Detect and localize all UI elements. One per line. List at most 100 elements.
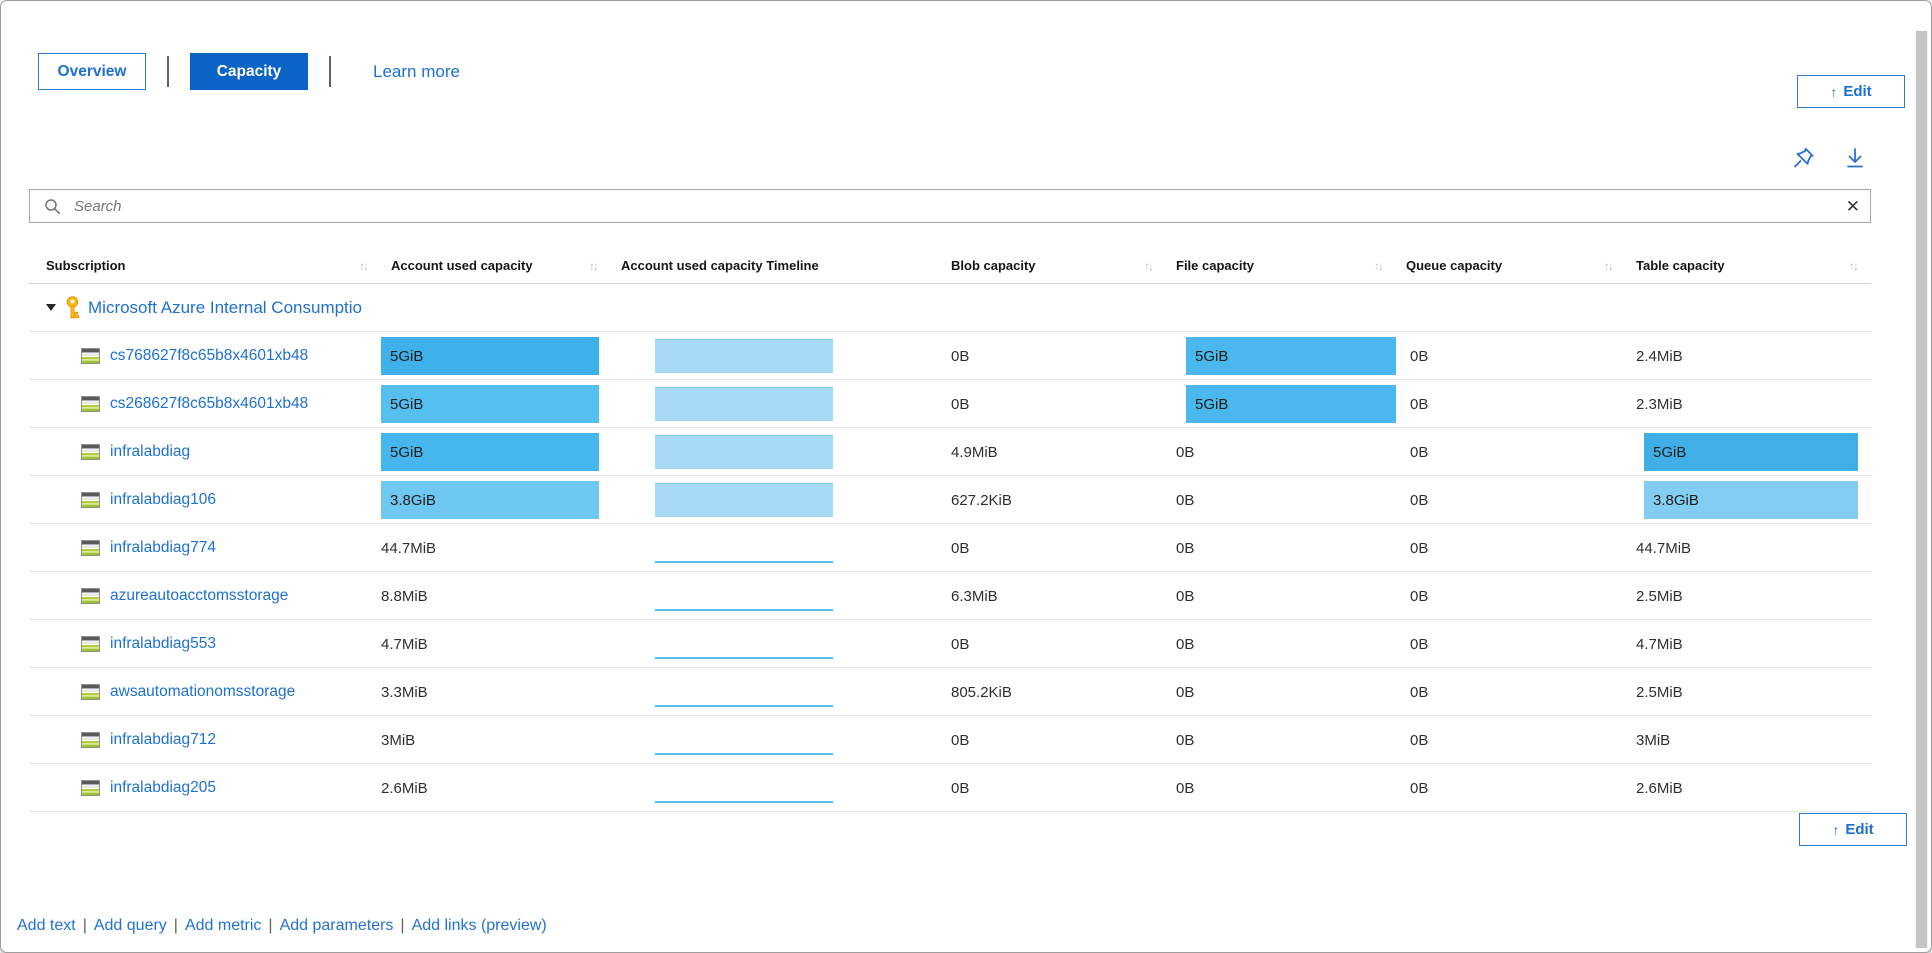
timeline-area-sparkline [655, 387, 833, 421]
scrollbar-thumb[interactable] [1916, 31, 1927, 948]
footer-link-add-parameters[interactable]: Add parameters [279, 917, 394, 934]
blob-value: 627.2KiB [951, 491, 1012, 509]
sort-icon[interactable]: ↑↓ [1849, 258, 1859, 273]
vertical-scrollbar[interactable] [1915, 31, 1928, 948]
download-icon[interactable] [1843, 145, 1867, 171]
storage-account-icon [81, 780, 100, 796]
table-row: infralabdiag 5GiB 4.9MiB 0B 0B 5GiB [29, 428, 1871, 476]
queue-value: 0B [1410, 779, 1429, 797]
subscription-link[interactable]: infralabdiag774 [110, 539, 217, 556]
file-cell: 0B [1166, 716, 1396, 764]
table-cell: 3.8GiB [1626, 476, 1871, 524]
account-value: 5GiB [390, 347, 424, 365]
account-cell: 8.8MiB [381, 572, 611, 620]
group-row-subscription[interactable]: Microsoft Azure Internal Consumptio [29, 284, 1871, 332]
table-value: 3.8GiB [1653, 491, 1699, 509]
subscription-link[interactable]: azureautoacctomsstorage [110, 587, 289, 604]
up-arrow-icon: ↑ [1830, 83, 1838, 100]
key-icon [66, 295, 80, 318]
blob-cell: 0B [941, 524, 1166, 572]
timeline-flat-sparkline [655, 753, 833, 755]
footer-link-add-query[interactable]: Add query [93, 917, 167, 934]
blob-cell: 4.9MiB [941, 428, 1166, 476]
subscription-link[interactable]: awsautomationomsstorage [110, 683, 296, 700]
blob-cell: 0B [941, 380, 1166, 428]
table-cell: 3MiB [1626, 716, 1871, 764]
edit-button-bottom[interactable]: ↑ Edit [1799, 813, 1907, 846]
sort-icon[interactable]: ↑↓ [359, 258, 369, 273]
queue-cell: 0B [1396, 476, 1626, 524]
file-cell: 0B [1166, 572, 1396, 620]
timeline-flat-sparkline [655, 705, 833, 707]
table-cell: 2.3MiB [1626, 380, 1871, 428]
table-cell: 2.5MiB [1626, 572, 1871, 620]
column-header-subscription[interactable]: Subscription ↑↓ [29, 258, 381, 273]
subscription-cell: infralabdiag712 [29, 716, 381, 764]
file-heatmap-bar: 5GiB [1186, 337, 1396, 375]
caret-down-icon[interactable] [46, 304, 56, 311]
subscription-link[interactable]: infralabdiag [110, 443, 191, 460]
file-heatmap-bar: 5GiB [1186, 385, 1396, 423]
column-header-account-used-capacity[interactable]: Account used capacity ↑↓ [381, 258, 611, 273]
file-cell: 5GiB [1166, 332, 1396, 380]
table-row: infralabdiag553 4.7MiB 0B 0B 0B 4.7MiB [29, 620, 1871, 668]
file-value: 0B [1176, 779, 1195, 797]
blob-cell: 0B [941, 764, 1166, 812]
account-value: 4.7MiB [381, 635, 428, 653]
sort-icon[interactable]: ↑↓ [1374, 258, 1384, 273]
account-cell: 3MiB [381, 716, 611, 764]
sort-icon[interactable]: ↑↓ [1604, 258, 1614, 273]
subscription-link[interactable]: infralabdiag205 [110, 779, 217, 796]
table-cell: 2.4MiB [1626, 332, 1871, 380]
subscription-link[interactable]: infralabdiag553 [110, 635, 217, 652]
column-header-queue-capacity[interactable]: Queue capacity ↑↓ [1396, 258, 1626, 273]
group-label[interactable]: Microsoft Azure Internal Consumptio [88, 297, 363, 317]
queue-value: 0B [1410, 347, 1429, 365]
timeline-cell [611, 620, 941, 668]
account-cell: 4.7MiB [381, 620, 611, 668]
account-cell: 3.3MiB [381, 668, 611, 716]
blob-cell: 627.2KiB [941, 476, 1166, 524]
queue-value: 0B [1410, 731, 1429, 749]
queue-value: 0B [1410, 395, 1429, 413]
queue-cell: 0B [1396, 572, 1626, 620]
queue-cell: 0B [1396, 668, 1626, 716]
learn-more-link[interactable]: Learn more [373, 61, 460, 81]
timeline-cell [611, 572, 941, 620]
sort-icon[interactable]: ↑↓ [589, 258, 599, 273]
file-cell: 0B [1166, 524, 1396, 572]
column-header-blob-capacity[interactable]: Blob capacity ↑↓ [941, 258, 1166, 273]
subscription-link[interactable]: infralabdiag712 [110, 731, 217, 748]
storage-account-icon [81, 588, 100, 604]
subscription-cell: infralabdiag106 [29, 476, 381, 524]
account-heatmap-bar: 3.8GiB [381, 481, 599, 519]
column-header-table-capacity[interactable]: Table capacity ↑↓ [1626, 258, 1871, 273]
subscription-link[interactable]: infralabdiag106 [110, 491, 217, 508]
account-value: 8.8MiB [381, 587, 428, 605]
file-cell: 5GiB [1166, 380, 1396, 428]
queue-value: 0B [1410, 491, 1429, 509]
queue-cell: 0B [1396, 332, 1626, 380]
timeline-cell [611, 668, 941, 716]
link-separator: | [82, 917, 87, 934]
sort-icon[interactable]: ↑↓ [1144, 258, 1154, 273]
footer-link-add-text[interactable]: Add text [17, 917, 76, 934]
account-heatmap-bar: 5GiB [381, 385, 599, 423]
search-input[interactable] [72, 196, 1846, 216]
tab-overview[interactable]: Overview [38, 53, 146, 90]
column-header-file-capacity[interactable]: File capacity ↑↓ [1166, 258, 1396, 273]
tab-bar: Overview Capacity Learn more [38, 53, 460, 90]
queue-value: 0B [1410, 443, 1429, 461]
subscription-link[interactable]: cs768627f8c65b8x4601xb48 [110, 347, 309, 364]
clear-search-icon[interactable]: ✕ [1845, 196, 1860, 216]
subscription-link[interactable]: cs268627f8c65b8x4601xb48 [110, 395, 309, 412]
footer-link-add-metric[interactable]: Add metric [184, 917, 262, 934]
footer-link-add-links-preview-[interactable]: Add links (preview) [411, 917, 547, 934]
account-cell: 5GiB [381, 428, 611, 476]
edit-button-top[interactable]: ↑ Edit [1797, 75, 1905, 108]
pin-icon[interactable] [1791, 145, 1816, 171]
table-body: cs768627f8c65b8x4601xb48 5GiB 0B 5GiB 0B 2.4M… [29, 332, 1871, 812]
tab-capacity[interactable]: Capacity [190, 53, 308, 90]
blob-cell: 6.3MiB [941, 572, 1166, 620]
queue-cell: 0B [1396, 716, 1626, 764]
